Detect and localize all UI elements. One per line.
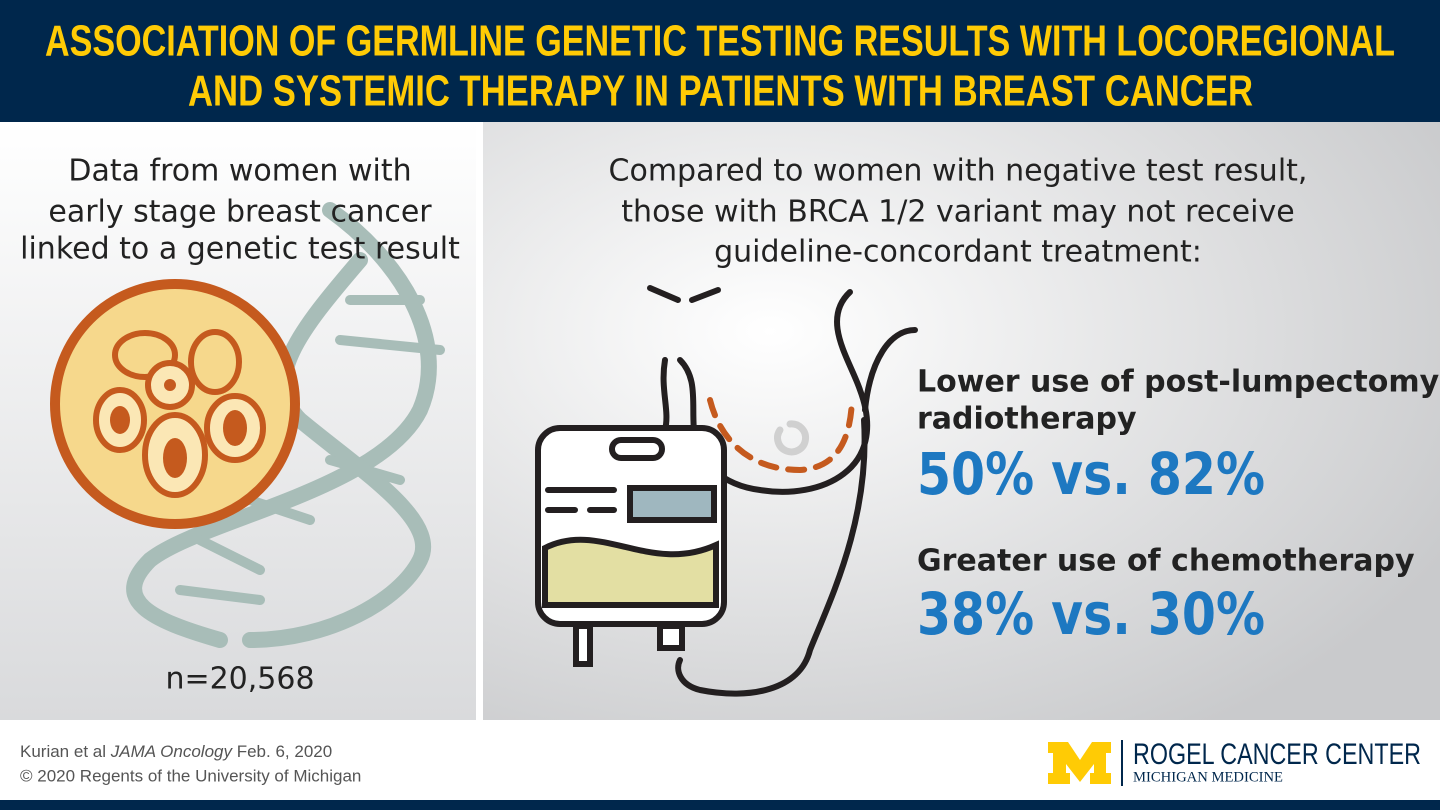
sample-size: n=20,568: [165, 662, 314, 697]
citation-date: Feb. 6, 2020: [237, 742, 332, 761]
illustration-shape: [660, 357, 670, 433]
finding-label: radiotherapy: [917, 402, 1137, 437]
illustration-shape: [542, 536, 719, 608]
title-line: ASSOCIATION OF GERMLINE GENETIC TESTING …: [45, 17, 1395, 66]
illustration-shape: [112, 330, 178, 380]
cell-illustration: [50, 279, 300, 529]
description: Data from women with: [68, 154, 411, 189]
logo-name: ROGEL CANCER CENTER: [1133, 738, 1421, 771]
intro: Compared to women with negative test res…: [609, 154, 1308, 189]
header-bar: [0, 0, 1440, 122]
illustration-shape: [677, 289, 870, 495]
finding-value: 50% vs. 82%: [917, 440, 1265, 508]
breast-pump-illustration: [535, 285, 918, 697]
description: early stage breast cancer: [48, 195, 432, 230]
intro: guideline-concordant treatment:: [714, 235, 1202, 270]
illustration-shape: [774, 420, 810, 456]
illustration-shape: [545, 487, 617, 513]
illustration-shape: [862, 327, 918, 413]
illustration-shape: [175, 295, 445, 605]
finding-label: Greater use of chemotherapy: [917, 544, 1415, 579]
illustration-shape: [609, 437, 665, 461]
citation-journal: JAMA Oncology: [110, 742, 234, 761]
m-logo: [1048, 742, 1111, 784]
illustration-shape: [188, 329, 242, 395]
title-line: AND SYSTEMIC THERAPY IN PATIENTS WITH BR…: [188, 67, 1253, 116]
citation: Kurian et al JAMA Oncology Feb. 6, 2020: [20, 742, 332, 761]
illustration-shape: [675, 417, 868, 697]
footer-bar: [0, 800, 1440, 810]
illustration-shape: [223, 410, 247, 446]
illustration-shape: [164, 379, 176, 391]
illustration-shape: [707, 397, 855, 474]
intro: those with BRCA 1/2 variant may not rece…: [621, 195, 1294, 230]
illustration-shape: [627, 485, 717, 523]
illustration-shape: [573, 623, 593, 667]
illustration-shape: [110, 406, 130, 434]
logo-subtitle: MICHIGAN MEDICINE: [1133, 769, 1283, 785]
finding-value: 38% vs. 30%: [917, 580, 1265, 648]
description: linked to a genetic test result: [20, 232, 460, 267]
illustration-shape: [242, 252, 431, 648]
illustration-shape: [647, 285, 721, 303]
dna-illustration: [126, 202, 445, 648]
copyright: © 2020 Regents of the University of Mich…: [20, 766, 361, 785]
illustration-shape: [163, 438, 187, 478]
citation-authors: Kurian et al: [20, 742, 106, 761]
finding-label: Lower use of post-lumpectomy: [917, 365, 1440, 400]
illustration-shape: [657, 623, 685, 651]
